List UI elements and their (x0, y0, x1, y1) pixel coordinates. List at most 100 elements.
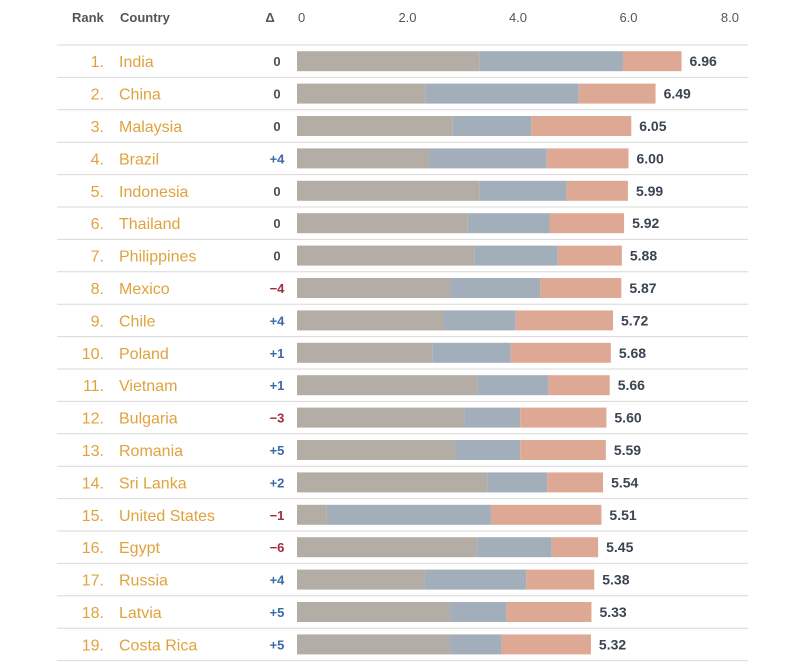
bar-segment-1 (297, 375, 478, 396)
bar-segment-3 (549, 213, 625, 234)
rank-label: 5. (91, 184, 104, 201)
rank-change-label: +1 (270, 378, 285, 393)
rank-change-label: +5 (270, 605, 285, 620)
bar-segment-1 (297, 440, 456, 460)
country-label: India (119, 54, 154, 71)
bar-segment-1 (297, 213, 468, 234)
value-label: 5.54 (611, 474, 638, 490)
value-label: 5.33 (599, 604, 626, 620)
bar-segment-2 (425, 83, 579, 104)
x-tick-label: 8.0 (721, 10, 739, 25)
country-label: Egypt (119, 540, 160, 557)
table-row: 2. China 0 6.49 (57, 83, 748, 111)
bar-segment-2 (467, 213, 550, 234)
country-label: Malaysia (119, 119, 182, 136)
bar-segment-3 (540, 278, 622, 298)
country-label: Costa Rica (119, 637, 197, 654)
rank-label: 17. (82, 573, 104, 590)
rank-change-label: +4 (270, 151, 286, 166)
table-row: 16. Egypt −6 5.45 (57, 537, 748, 564)
value-label: 5.32 (599, 636, 626, 652)
bar-segment-1 (297, 472, 488, 493)
table-row: 6. Thailand 0 5.92 (57, 213, 748, 240)
value-label: 5.38 (602, 572, 629, 588)
rank-label: 4. (91, 151, 104, 168)
bar-segment-3 (547, 472, 604, 493)
country-label: Romania (119, 443, 183, 460)
bar-segment-2 (452, 116, 532, 136)
rank-label: 1. (91, 54, 104, 71)
value-label: 5.60 (614, 410, 641, 426)
table-row: 14. Sri Lanka +2 5.54 (57, 472, 748, 500)
bar-segment-1 (297, 342, 433, 363)
rank-change-label: 0 (273, 87, 280, 102)
country-label: Brazil (119, 151, 159, 168)
value-label: 5.99 (636, 183, 663, 199)
rank-label: 9. (91, 313, 104, 330)
bar-segment-3 (501, 634, 591, 655)
rank-label: 13. (82, 443, 104, 460)
bar-segment-2 (464, 407, 521, 428)
bar-segment-1 (297, 537, 478, 558)
bar-segment-3 (566, 180, 628, 201)
bar-segment-3 (515, 310, 614, 331)
chart-header: Rank Country Δ (72, 10, 275, 25)
country-label: Thailand (119, 216, 180, 233)
bar-segment-3 (520, 440, 606, 460)
x-tick-label: 6.0 (619, 10, 637, 25)
delta-column-header: Δ (265, 10, 274, 25)
bar-segment-1 (297, 407, 465, 428)
bar-segment-1 (297, 116, 453, 136)
table-row: 4. Brazil +4 6.00 (57, 148, 748, 176)
country-label: Bulgaria (119, 411, 178, 428)
value-label: 5.88 (630, 248, 657, 264)
value-label: 5.59 (614, 442, 641, 458)
value-label: 5.72 (621, 312, 648, 328)
table-row: 15. United States −1 5.51 (57, 504, 748, 532)
bar-segment-2 (455, 440, 521, 460)
country-label: United States (119, 508, 215, 525)
bar-segment-2 (477, 375, 549, 396)
value-label: 5.68 (619, 345, 646, 361)
bar-segment-3 (578, 83, 656, 104)
value-label: 6.49 (664, 86, 691, 102)
x-tick-label: 2.0 (398, 10, 416, 25)
country-column-header: Country (120, 10, 171, 25)
country-label: Sri Lanka (119, 475, 187, 492)
table-row: 3. Malaysia 0 6.05 (57, 116, 748, 143)
rank-change-label: −6 (270, 540, 285, 555)
rank-change-label: +2 (270, 475, 285, 490)
rank-label: 18. (82, 605, 104, 622)
x-tick-label: 0 (298, 10, 305, 25)
rank-label: 11. (83, 378, 104, 395)
table-row: 12. Bulgaria −3 5.60 (57, 407, 748, 435)
rank-label: 15. (82, 508, 104, 525)
bar-segment-2 (450, 602, 507, 622)
country-label: Poland (119, 346, 169, 363)
bar-segment-1 (297, 569, 425, 590)
rank-change-label: −4 (270, 281, 286, 296)
x-tick-label: 4.0 (509, 10, 527, 25)
bar-segment-2 (326, 504, 491, 525)
rank-column-header: Rank (72, 10, 105, 25)
bar-segment-3 (526, 569, 595, 590)
table-row: 10. Poland +1 5.68 (57, 342, 748, 370)
rank-change-label: +1 (270, 346, 285, 361)
rank-change-label: 0 (273, 119, 280, 134)
table-row: 5. Indonesia 0 5.99 (57, 180, 748, 208)
value-label: 6.96 (690, 53, 717, 69)
rank-label: 14. (82, 475, 104, 492)
rank-change-label: +4 (270, 573, 286, 588)
bar-segment-3 (622, 51, 682, 72)
table-row: 17. Russia +4 5.38 (57, 569, 748, 597)
rank-change-label: 0 (273, 54, 280, 69)
bar-segment-1 (297, 602, 451, 622)
bar-segment-1 (297, 634, 451, 655)
table-row: 13. Romania +5 5.59 (57, 440, 748, 467)
bar-segment-2 (479, 180, 567, 201)
rank-change-label: 0 (273, 216, 280, 231)
rank-change-label: −1 (270, 508, 285, 523)
rank-label: 8. (91, 281, 104, 298)
rank-change-label: 0 (273, 249, 280, 264)
